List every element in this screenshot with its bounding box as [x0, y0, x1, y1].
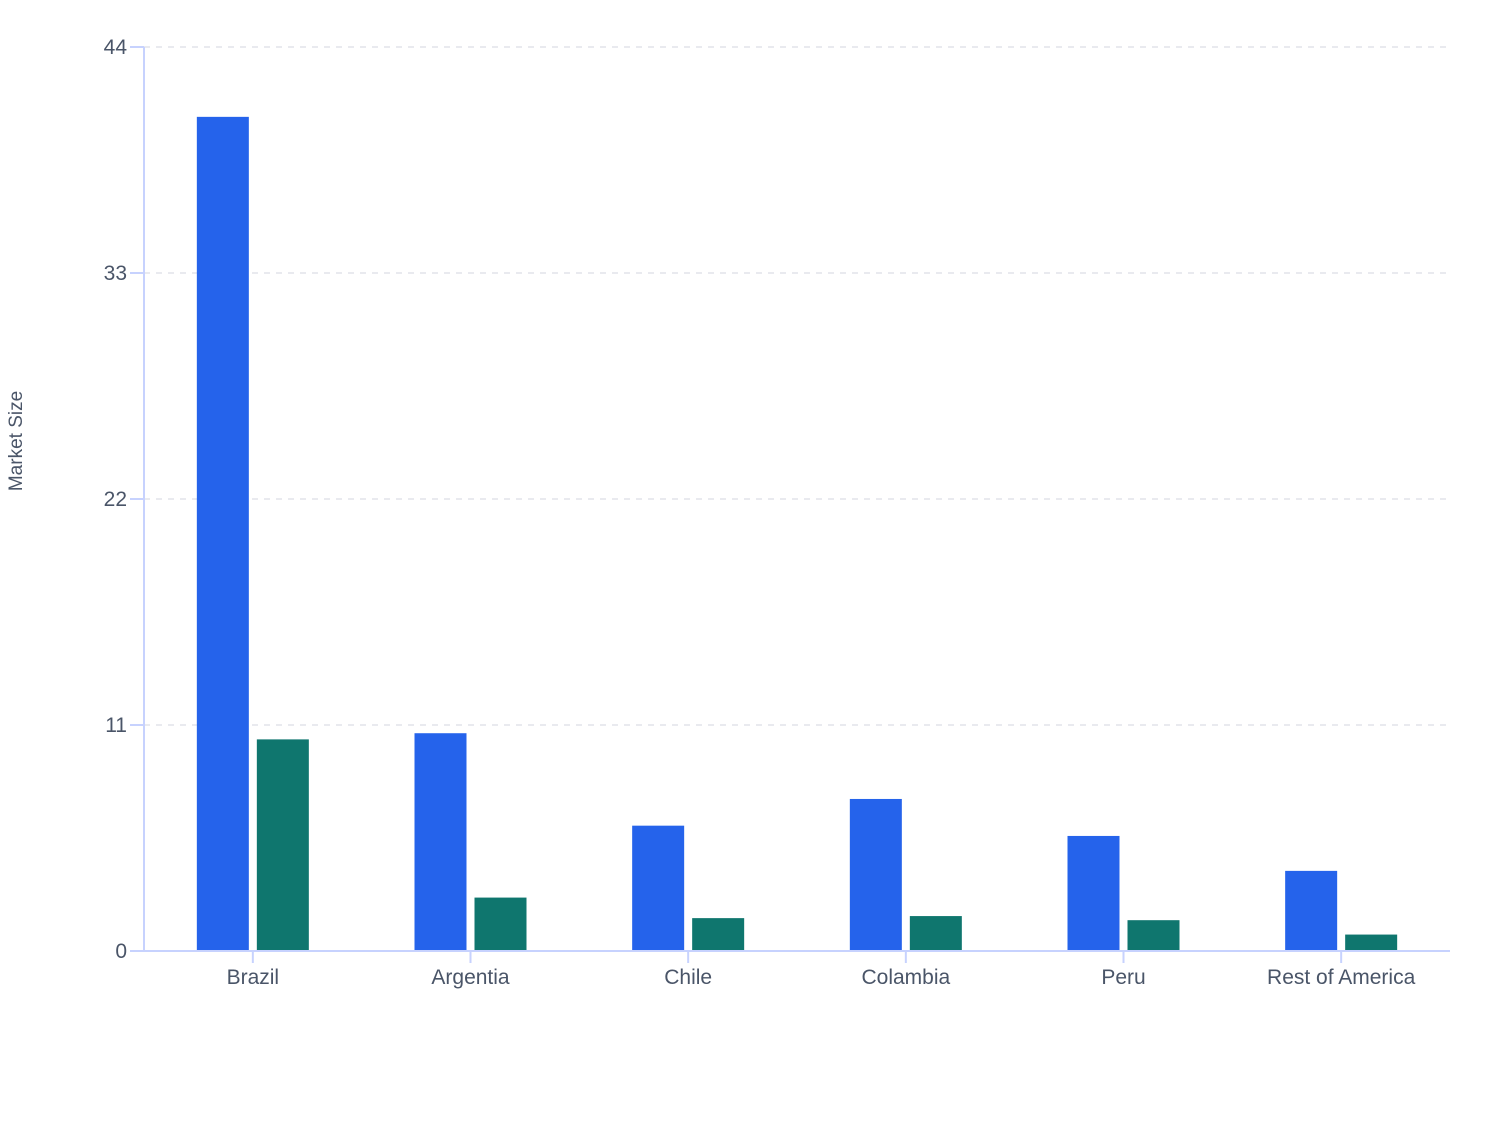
- y-tick-label: 0: [115, 940, 127, 963]
- bar-rest-of-america-series-2: [1345, 934, 1398, 951]
- x-tick-label: Brazil: [227, 966, 280, 989]
- bar-colambia-series-2: [909, 916, 962, 951]
- x-tick-label: Chile: [664, 966, 712, 989]
- y-tick-label: 33: [104, 262, 127, 285]
- gridlines: [144, 46, 1448, 726]
- bar-peru-series-1: [1067, 835, 1120, 951]
- x-tick-label: Argentia: [431, 966, 510, 989]
- bar-brazil-series-2: [256, 739, 309, 951]
- bar-argentia-series-1: [414, 733, 467, 951]
- bars: [196, 116, 1398, 951]
- bar-brazil-series-1: [196, 116, 249, 951]
- bar-chile-series-1: [632, 825, 685, 951]
- y-tick-label: 11: [105, 714, 127, 737]
- x-tick-label: Rest of America: [1267, 966, 1416, 989]
- x-tick-label: Colambia: [861, 966, 950, 989]
- bar-rest-of-america-series-1: [1285, 870, 1338, 951]
- x-tick-label: Peru: [1101, 966, 1145, 989]
- bar-argentia-series-2: [474, 897, 527, 951]
- bar-colambia-series-1: [849, 798, 902, 951]
- y-tick-label: 22: [104, 488, 127, 511]
- bar-chile-series-2: [692, 918, 745, 951]
- axes: 0 11 22 33 44 Brazil Argentia Chile Colambia Peru…: [104, 36, 1450, 989]
- bar-peru-series-2: [1127, 920, 1180, 951]
- y-axis-label: Market Size: [6, 391, 27, 491]
- y-tick-label: 44: [104, 36, 128, 59]
